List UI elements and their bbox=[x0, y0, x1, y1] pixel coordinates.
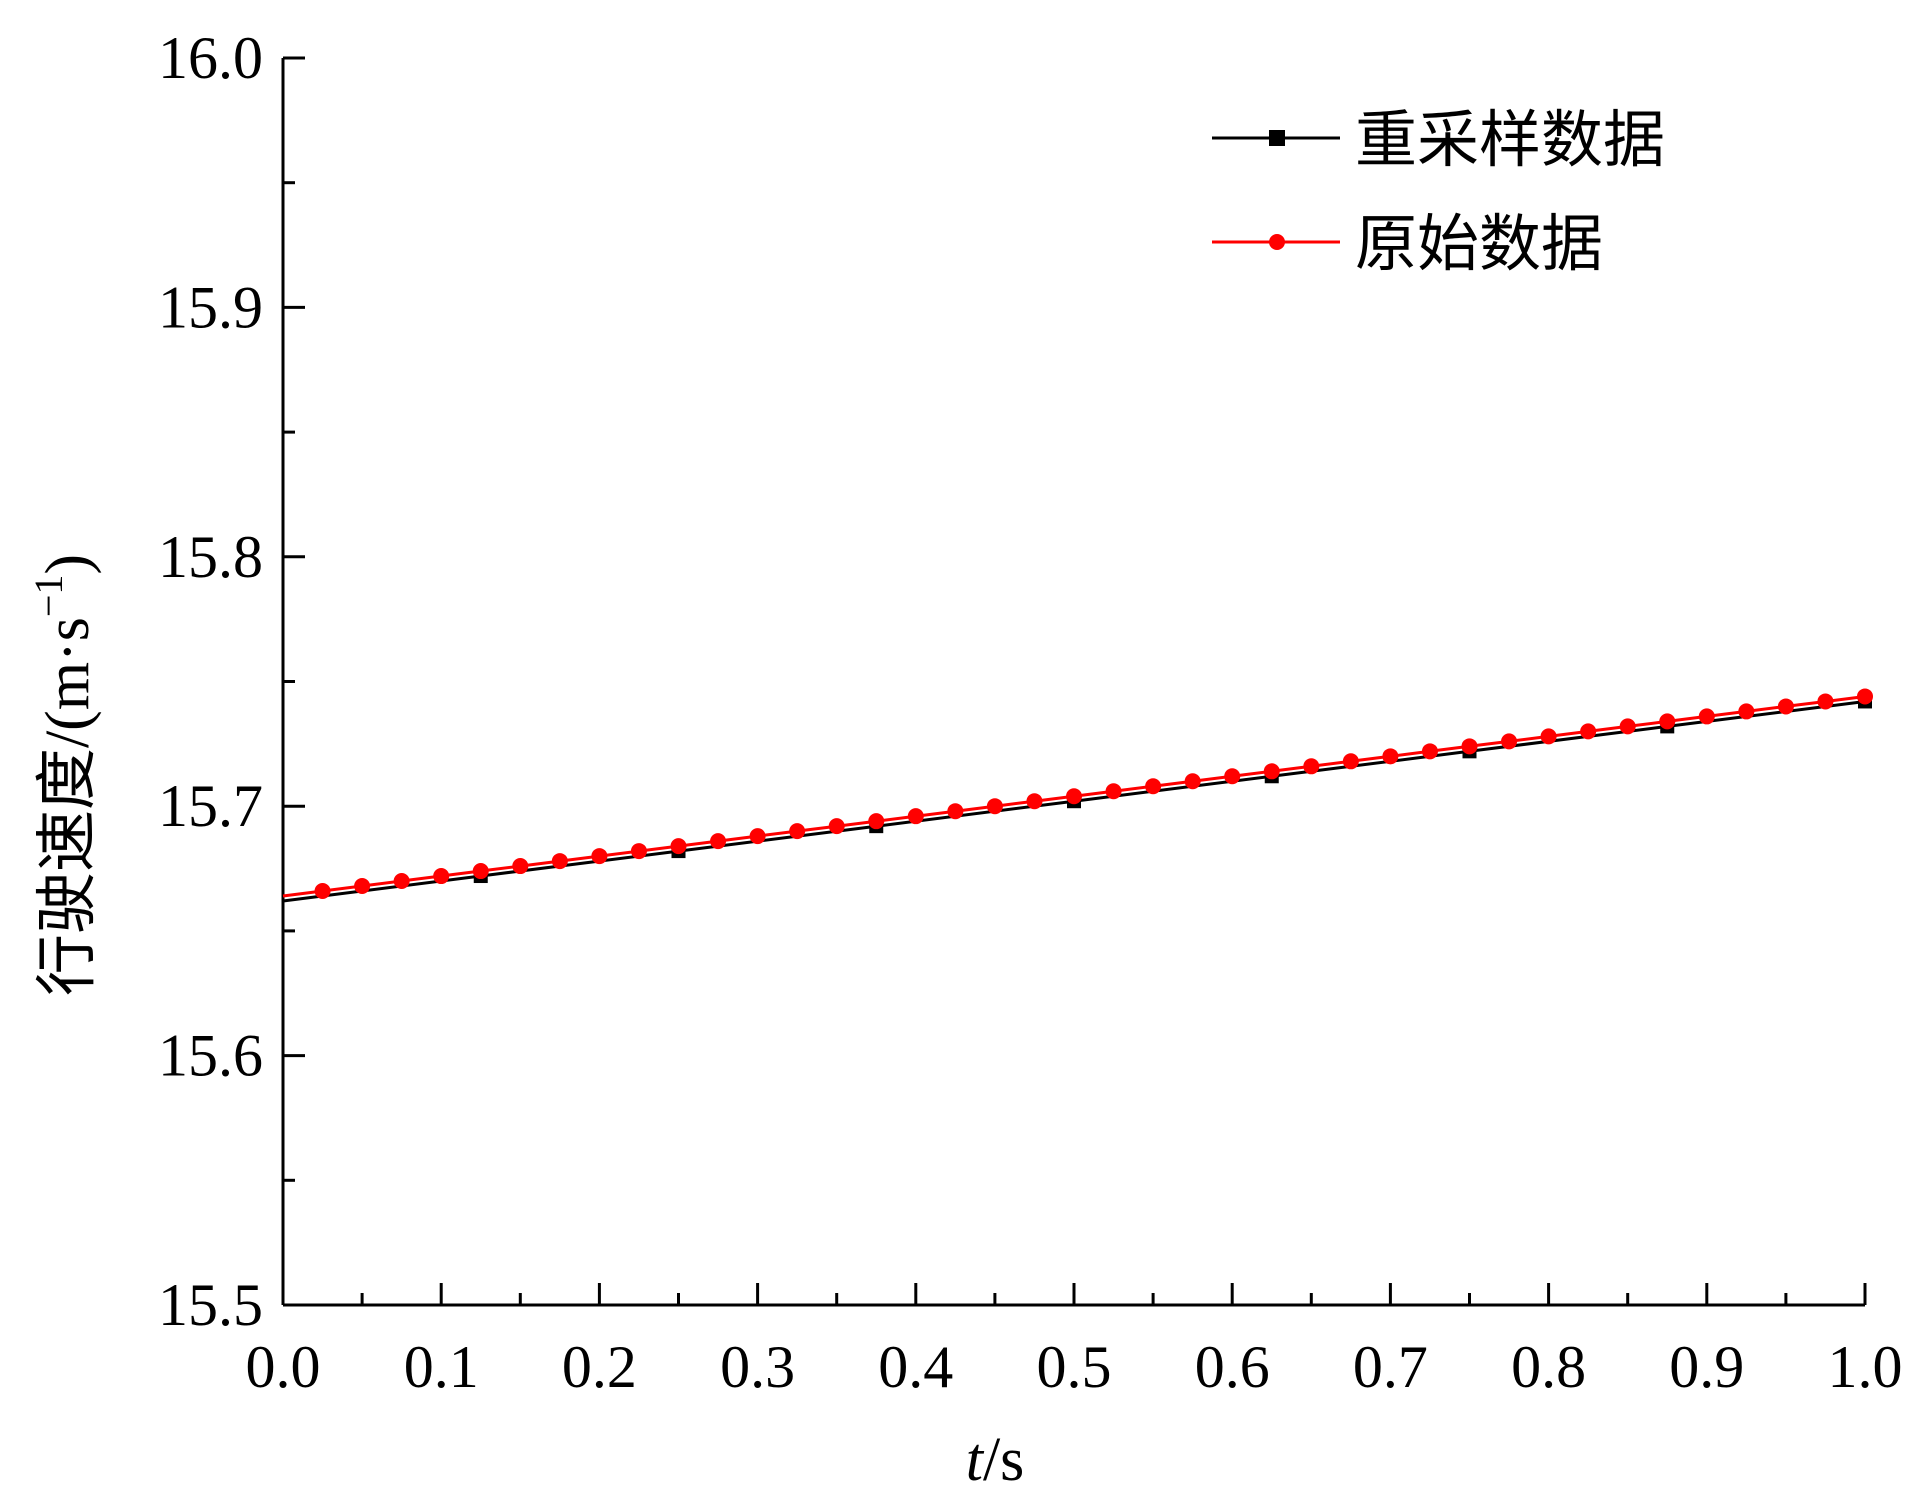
legend-marker bbox=[1269, 234, 1285, 250]
x-tick-label: 0.2 bbox=[562, 1334, 637, 1400]
x-axis-title-italic: t bbox=[966, 1426, 985, 1494]
y-axis-title-exponent: −1 bbox=[26, 575, 71, 618]
data-point bbox=[1619, 718, 1636, 735]
y-tick-label: 15.8 bbox=[158, 524, 263, 590]
data-point bbox=[472, 863, 489, 880]
y-axis-title-unit: /(m·s bbox=[34, 617, 102, 748]
x-tick-label: 0.6 bbox=[1195, 1334, 1270, 1400]
data-point bbox=[433, 868, 450, 885]
y-axis-title-quantity: 行驶速度 bbox=[30, 748, 103, 996]
x-tick-label: 0.0 bbox=[246, 1334, 321, 1400]
data-point bbox=[314, 882, 331, 899]
data-point bbox=[630, 843, 647, 860]
series-2 bbox=[282, 688, 1873, 899]
data-point bbox=[1738, 703, 1755, 720]
x-tick-label: 1.0 bbox=[1828, 1334, 1903, 1400]
axes: 0.0 0.1 0.2 0.3 0.4 0.5 0.6 0.7 0.8 0.9 1.0 15.5 15.… bbox=[158, 25, 1903, 1400]
data-point bbox=[1303, 758, 1320, 775]
data-point bbox=[1777, 698, 1794, 715]
y-axis-title-close: ) bbox=[34, 554, 102, 575]
data-point bbox=[512, 858, 529, 875]
data-point bbox=[1659, 713, 1676, 730]
data-point bbox=[1105, 783, 1122, 800]
data-point bbox=[1026, 793, 1043, 810]
x-axis-title: t/s bbox=[966, 1426, 1025, 1494]
data-point bbox=[789, 823, 806, 840]
x-tick-label: 0.9 bbox=[1669, 1334, 1744, 1400]
y-tick-label: 15.9 bbox=[158, 274, 263, 340]
y-tick-label: 15.7 bbox=[158, 773, 263, 839]
data-point bbox=[393, 873, 410, 890]
data-point bbox=[986, 798, 1003, 815]
data-point bbox=[868, 813, 885, 830]
legend-marker bbox=[1269, 130, 1285, 146]
data-point bbox=[710, 833, 727, 850]
series-layer bbox=[282, 688, 1873, 903]
y-tick-label: 16.0 bbox=[158, 25, 263, 91]
data-point bbox=[1698, 708, 1715, 725]
data-point bbox=[1145, 778, 1162, 795]
legend-label: 重采样数据 bbox=[1355, 103, 1665, 176]
data-point bbox=[1066, 788, 1082, 805]
y-tick-label: 15.5 bbox=[158, 1272, 263, 1338]
data-point bbox=[670, 838, 687, 855]
data-point bbox=[828, 818, 845, 835]
x-tick-label: 0.5 bbox=[1037, 1334, 1112, 1400]
data-point bbox=[1224, 768, 1241, 785]
data-point bbox=[947, 803, 964, 820]
data-point bbox=[1382, 748, 1399, 765]
data-point bbox=[1540, 728, 1557, 745]
data-point bbox=[1501, 733, 1518, 750]
data-point bbox=[907, 808, 924, 825]
data-point bbox=[1184, 773, 1201, 790]
data-point bbox=[1817, 693, 1834, 710]
data-point bbox=[354, 878, 371, 895]
y-axis-title: 行驶速度/(m·s−1) bbox=[26, 554, 103, 996]
x-tick-label: 0.1 bbox=[404, 1334, 479, 1400]
data-point bbox=[591, 848, 608, 865]
data-point bbox=[1342, 753, 1359, 770]
legend-label: 原始数据 bbox=[1355, 207, 1603, 280]
data-point bbox=[1461, 738, 1478, 755]
data-point bbox=[749, 828, 766, 845]
x-tick-label: 0.4 bbox=[878, 1334, 953, 1400]
x-axis-title-unit: /s bbox=[983, 1426, 1024, 1494]
x-tick-label: 0.7 bbox=[1353, 1334, 1428, 1400]
y-tick-label: 15.6 bbox=[158, 1023, 263, 1089]
data-point bbox=[1580, 723, 1597, 740]
data-point bbox=[551, 853, 568, 870]
data-point bbox=[1263, 763, 1280, 780]
data-point bbox=[1857, 688, 1873, 705]
x-tick-label: 0.8 bbox=[1511, 1334, 1586, 1400]
data-point bbox=[1421, 743, 1438, 760]
x-tick-label: 0.3 bbox=[720, 1334, 795, 1400]
